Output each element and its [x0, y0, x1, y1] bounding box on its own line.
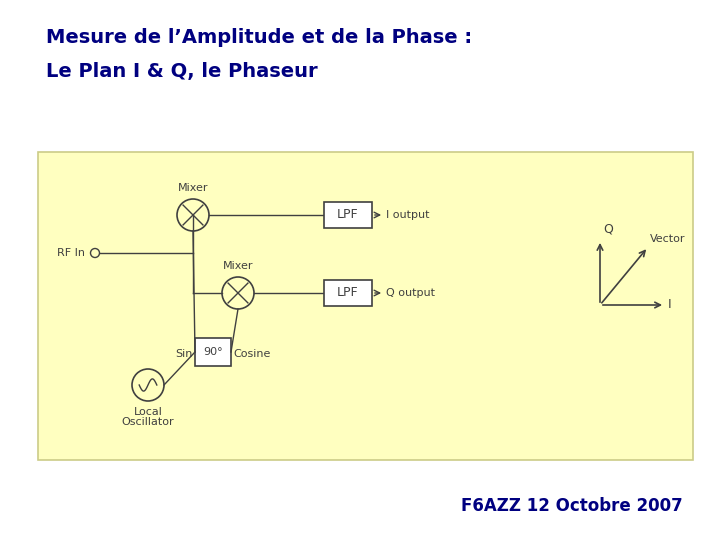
Text: Vector: Vector: [650, 234, 685, 244]
Text: Oscillator: Oscillator: [122, 417, 174, 427]
Text: Local: Local: [134, 407, 163, 417]
Text: LPF: LPF: [337, 287, 359, 300]
Text: Q: Q: [603, 223, 613, 236]
Text: Mixer: Mixer: [178, 183, 208, 193]
Bar: [324, 280, 372, 306]
Bar: [38, 152, 693, 460]
Text: 90°: 90°: [203, 347, 222, 357]
Text: Q output: Q output: [386, 288, 435, 298]
Text: Sin: Sin: [176, 349, 193, 359]
Bar: [324, 202, 372, 228]
Text: Mixer: Mixer: [222, 261, 253, 271]
Bar: [195, 338, 231, 366]
Text: Cosine: Cosine: [233, 349, 271, 359]
Text: I output: I output: [386, 210, 430, 220]
Text: F6AZZ 12 Octobre 2007: F6AZZ 12 Octobre 2007: [462, 497, 683, 515]
Text: RF In: RF In: [57, 248, 85, 258]
Text: LPF: LPF: [337, 208, 359, 221]
Text: Le Plan I & Q, le Phaseur: Le Plan I & Q, le Phaseur: [46, 62, 318, 81]
Text: I: I: [668, 299, 672, 312]
Text: Mesure de l’Amplitude et de la Phase :: Mesure de l’Amplitude et de la Phase :: [46, 28, 472, 47]
